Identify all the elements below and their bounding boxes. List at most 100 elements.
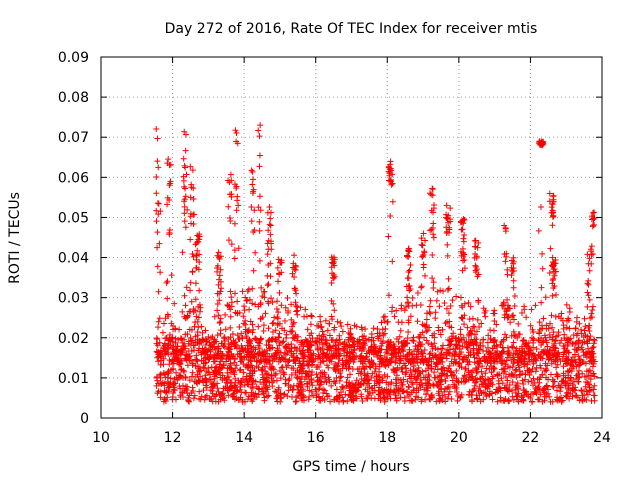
data-point-marker [280, 391, 287, 398]
data-point-marker [521, 306, 528, 313]
data-point-marker [350, 392, 357, 399]
data-point-marker [384, 339, 391, 346]
data-point-marker [217, 253, 224, 260]
data-point-marker [402, 340, 409, 347]
data-point-marker [317, 313, 324, 320]
data-point-marker [460, 334, 467, 341]
data-point-marker [336, 336, 343, 343]
data-point-marker [461, 373, 468, 380]
data-point-marker [181, 203, 188, 210]
data-point-marker [259, 371, 266, 378]
data-point-marker [450, 330, 457, 337]
data-point-marker [494, 398, 501, 405]
data-point-marker [155, 318, 162, 325]
data-point-marker [177, 385, 184, 392]
data-point-marker [385, 233, 392, 240]
data-point-marker [245, 361, 252, 368]
data-point-marker [405, 329, 412, 336]
data-point-marker [336, 352, 343, 359]
data-point-marker [369, 361, 376, 368]
data-point-marker [327, 398, 334, 405]
data-point-marker [189, 250, 196, 257]
data-point-marker [509, 393, 516, 400]
data-point-marker [582, 323, 589, 330]
data-point-marker [470, 377, 477, 384]
data-point-marker [555, 329, 562, 336]
data-point-marker [564, 337, 571, 344]
data-point-marker [510, 258, 517, 265]
data-point-marker [389, 198, 396, 205]
data-point-marker [265, 337, 272, 344]
data-point-marker [457, 294, 464, 301]
data-point-marker [275, 309, 282, 316]
data-point-marker [156, 372, 163, 379]
data-point-marker [231, 220, 238, 227]
data-point-marker [316, 374, 323, 381]
data-point-marker [522, 371, 529, 378]
data-point-marker [195, 266, 202, 273]
data-point-marker [469, 388, 476, 395]
data-point-marker [278, 302, 285, 309]
data-point-marker [378, 319, 385, 326]
data-point-marker [234, 332, 241, 339]
data-point-marker [382, 325, 389, 332]
data-point-marker [404, 275, 411, 282]
data-point-marker [420, 261, 427, 268]
x-tick-label: 24 [593, 430, 611, 446]
data-point-marker [169, 366, 176, 373]
data-point-marker [277, 375, 284, 382]
data-point-marker [217, 315, 224, 322]
data-point-marker [366, 349, 373, 356]
data-point-marker [215, 312, 222, 319]
data-point-marker [273, 306, 280, 313]
data-point-marker [328, 313, 335, 320]
data-point-marker [178, 335, 185, 342]
data-point-marker [465, 299, 472, 306]
data-point-marker [584, 391, 591, 398]
data-point-marker [284, 294, 291, 301]
data-point-marker [583, 378, 590, 385]
data-point-marker [251, 367, 258, 374]
data-point-marker [396, 346, 403, 353]
data-point-marker [541, 386, 547, 393]
data-point-marker [523, 314, 530, 321]
data-point-marker [532, 368, 539, 375]
data-point-marker [508, 332, 515, 339]
data-point-marker [246, 296, 253, 303]
data-point-marker [448, 324, 455, 331]
data-point-marker [225, 237, 232, 244]
data-point-marker [464, 324, 471, 331]
data-point-marker [368, 385, 375, 392]
data-point-marker [268, 246, 275, 253]
data-point-marker [211, 313, 218, 320]
data-point-marker [536, 319, 543, 326]
data-point-marker [447, 341, 454, 348]
data-point-marker [243, 297, 250, 304]
data-point-marker [457, 331, 464, 338]
data-point-marker [157, 269, 164, 276]
data-point-marker [460, 238, 467, 245]
data-point-marker [530, 382, 537, 389]
data-point-marker [187, 279, 194, 286]
data-point-marker [405, 317, 412, 324]
data-point-marker [515, 331, 522, 338]
data-point-marker [347, 371, 354, 378]
data-point-marker [342, 391, 349, 398]
data-point-marker [416, 335, 423, 342]
data-point-marker [459, 267, 466, 274]
data-point-marker [429, 185, 436, 192]
data-point-marker [272, 370, 279, 377]
data-point-marker [459, 257, 466, 264]
data-point-marker [505, 354, 512, 361]
data-point-marker [253, 383, 260, 390]
data-point-marker [248, 203, 255, 210]
data-point-marker [440, 342, 447, 349]
data-point-marker [578, 326, 585, 333]
data-point-marker [573, 376, 580, 383]
data-point-marker [179, 382, 186, 389]
data-point-marker [187, 287, 194, 294]
data-point-marker [369, 370, 376, 377]
data-point-marker [261, 379, 268, 386]
data-point-marker [469, 398, 476, 405]
data-point-marker [366, 390, 373, 397]
